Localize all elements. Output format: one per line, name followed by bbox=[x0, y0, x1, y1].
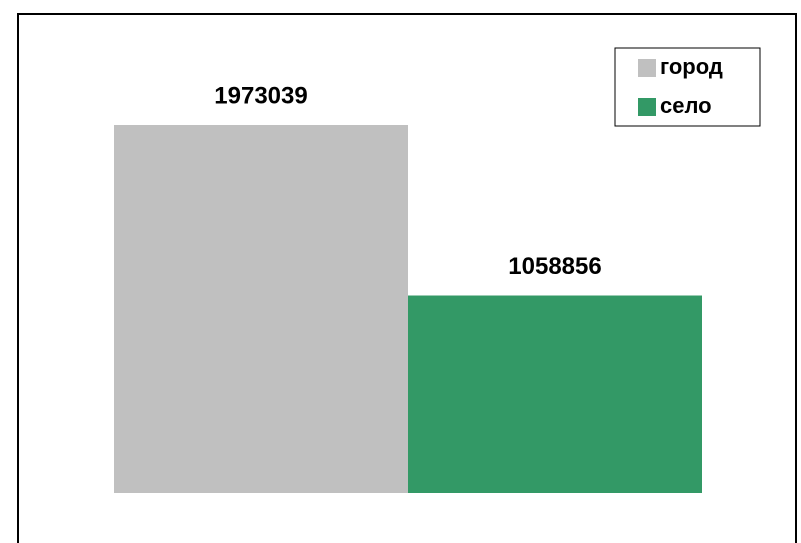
bar bbox=[114, 125, 408, 493]
legend-label: село bbox=[660, 93, 712, 118]
legend-swatch bbox=[638, 59, 656, 77]
data-label: 1058856 bbox=[508, 253, 601, 280]
bar bbox=[408, 295, 702, 493]
legend-label: город bbox=[660, 54, 723, 79]
legend-swatch bbox=[638, 98, 656, 116]
data-label: 1973039 bbox=[214, 82, 307, 109]
